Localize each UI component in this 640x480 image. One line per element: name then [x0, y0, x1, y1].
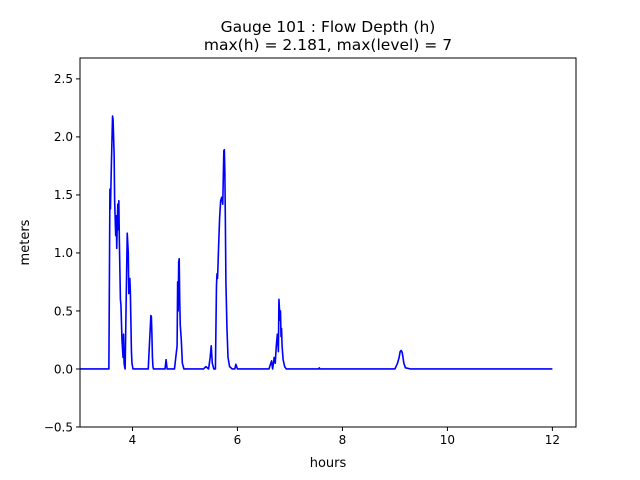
y-tick-label: 0.0	[54, 362, 73, 376]
x-tick-label: 12	[545, 433, 560, 447]
plot-area	[80, 115, 553, 370]
x-tick-label: 6	[234, 433, 242, 447]
y-tick-label: 2.0	[54, 130, 73, 144]
y-tick-label: 2.5	[54, 72, 73, 86]
y-tick-label: 1.5	[54, 188, 73, 202]
chart-title: Gauge 101 : Flow Depth (h)	[221, 18, 436, 36]
x-axis-ticks: 4 6 8 10 12	[129, 427, 560, 447]
x-tick-label: 10	[440, 433, 455, 447]
x-axis-label: hours	[310, 456, 347, 471]
y-tick-label: −0.5	[44, 420, 73, 434]
y-tick-label: 0.5	[54, 304, 73, 318]
y-tick-label: 1.0	[54, 246, 73, 260]
series-line-0	[80, 115, 553, 370]
x-tick-label: 4	[129, 433, 137, 447]
y-axis-label: meters	[18, 219, 33, 265]
chart-subtitle: max(h) = 2.181, max(level) = 7	[204, 36, 452, 54]
x-tick-label: 8	[339, 433, 347, 447]
axes-frame	[79, 57, 577, 428]
y-axis-ticks: −0.5 0.0 0.5 1.0 1.5 2.0 2.5	[44, 72, 80, 434]
